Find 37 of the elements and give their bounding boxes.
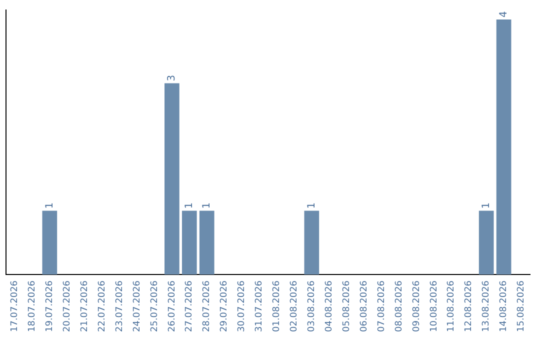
data-label: 1 [480, 202, 492, 209]
x-tick-label: 04.08.2026 [324, 280, 334, 332]
data-label: 1 [306, 202, 318, 209]
x-tick-label: 20.07.2026 [62, 280, 72, 332]
x-tick-label: 07.08.2026 [376, 280, 387, 332]
x-tick-label: 13.08.2026 [482, 280, 492, 332]
x-tick-label: 15.08.2026 [516, 280, 527, 332]
x-tick-label: 25.07.2026 [150, 280, 160, 332]
x-tick-label: 24.07.2026 [132, 280, 142, 332]
x-tick-label: 06.08.2026 [359, 280, 370, 332]
x-tick-label: 08.08.2026 [394, 280, 404, 332]
data-label: 1 [44, 202, 56, 209]
data-label: 1 [201, 202, 212, 209]
x-tick-label: 12.08.2026 [464, 280, 474, 332]
x-tick-label: 14.08.2026 [499, 280, 510, 332]
x-tick-label: 05.08.2026 [342, 280, 352, 332]
x-tick-label: 02.08.2026 [290, 280, 300, 332]
x-tick-label: 11.08.2026 [446, 280, 457, 332]
data-label: 3 [166, 74, 178, 82]
data-label: 4 [498, 11, 510, 18]
x-tick-label: 31.07.2026 [254, 280, 265, 332]
x-tick-label: 29.07.2026 [220, 280, 230, 332]
x-tick-label: 22.07.2026 [97, 280, 108, 332]
x-tick-label: 01.08.2026 [272, 280, 282, 332]
x-tick-label: 10.08.2026 [429, 280, 440, 332]
x-tick-label: 30.07.2026 [237, 280, 248, 332]
x-tick-label: 09.08.2026 [412, 280, 422, 332]
x-tick-label: 26.07.2026 [167, 280, 178, 332]
x-tick-label: 21.07.2026 [80, 280, 90, 332]
x-tick-label: 28.07.2026 [202, 280, 212, 332]
x-tick-label: 17.07.2026 [10, 280, 20, 332]
x-tick-label: 03.08.2026 [307, 280, 318, 332]
x-tick-label: 27.07.2026 [184, 280, 195, 332]
x-tick-label: 23.07.2026 [114, 280, 125, 332]
x-tick-label: 19.07.2026 [45, 280, 56, 332]
x-tick-label: 18.07.2026 [28, 280, 38, 332]
data-label: 1 [184, 202, 195, 209]
